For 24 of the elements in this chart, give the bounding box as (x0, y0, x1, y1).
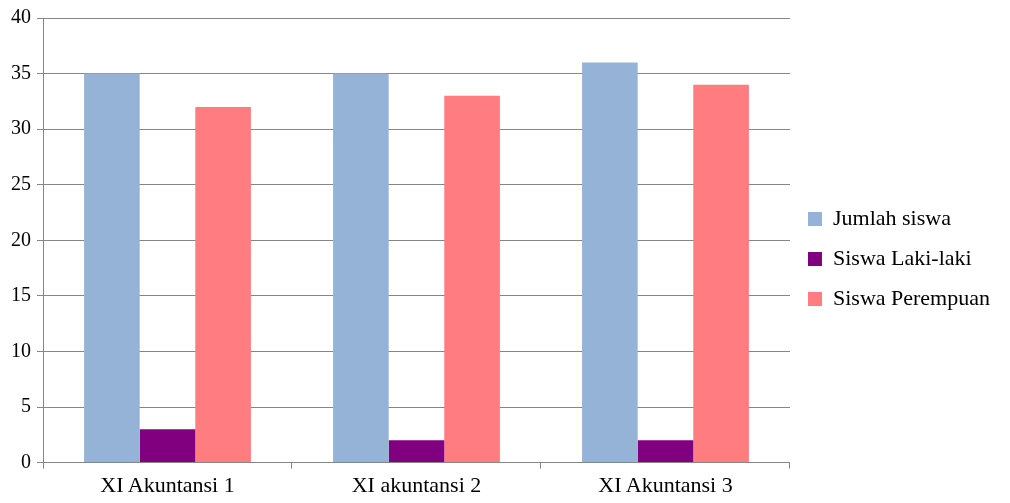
y-tick-label: 35 (11, 60, 31, 83)
y-tick-label: 0 (21, 449, 31, 472)
y-tick-label: 5 (21, 394, 31, 417)
x-tick-label: XI akuntansi 2 (351, 471, 482, 497)
y-tick-label: 15 (11, 283, 31, 306)
bar (388, 440, 445, 463)
bar (693, 84, 749, 463)
y-tick-label: 20 (11, 227, 31, 250)
bar (637, 440, 694, 463)
legend-label: Siswa Perempuan (832, 284, 990, 310)
bar (444, 95, 500, 463)
x-tick-label: XI Akuntansi 3 (598, 471, 733, 497)
x-tick-label: XI Akuntansi 1 (100, 471, 235, 497)
y-tick-label: 25 (11, 171, 31, 194)
bar (582, 62, 638, 463)
y-tick-label: 40 (11, 5, 31, 28)
y-tick-label: 10 (11, 338, 31, 361)
bar (84, 73, 140, 463)
bar (195, 106, 251, 463)
y-tick-label: 30 (11, 116, 31, 139)
bar (139, 429, 196, 463)
legend-label: Siswa Laki-laki (832, 244, 972, 270)
bar (333, 73, 389, 463)
legend-label: Jumlah siswa (832, 204, 952, 230)
